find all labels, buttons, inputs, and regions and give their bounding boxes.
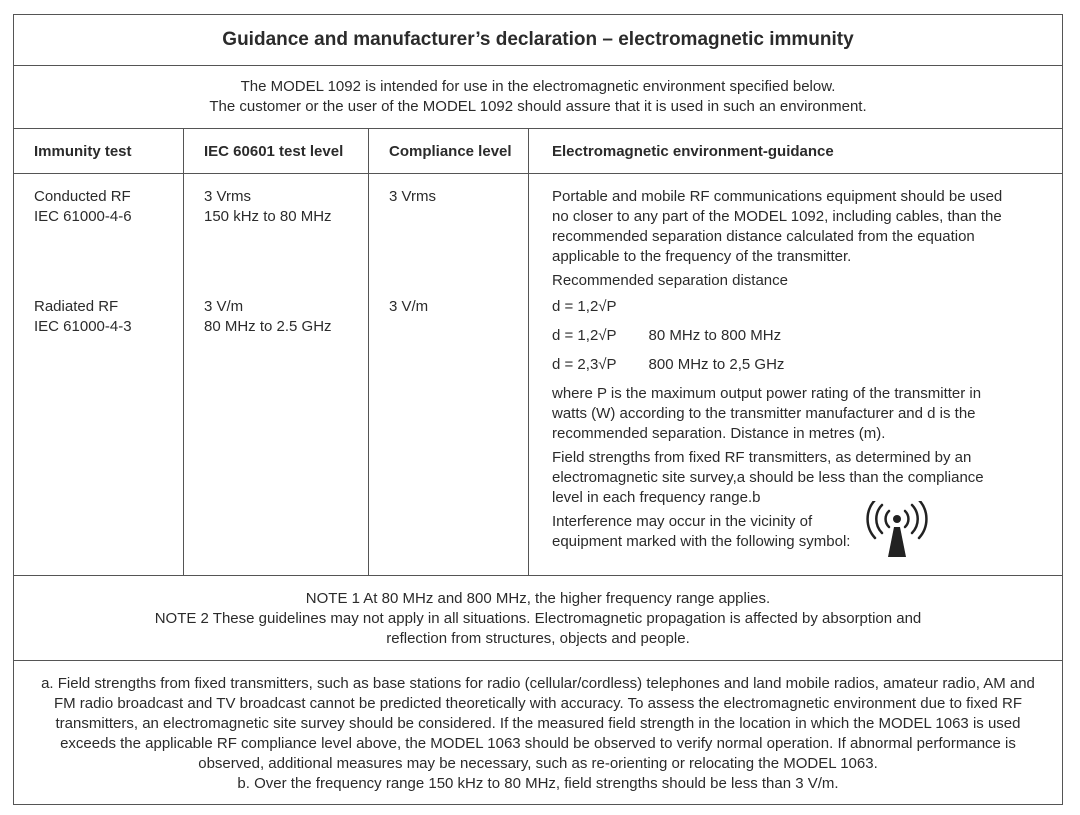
test-name: Conducted RF [34,188,131,205]
line: electromagnetic site survey,a should be … [552,469,984,486]
equation-range: 80 MHz to 800 MHz [648,327,782,344]
test-range: 80 MHz to 2.5 GHz [204,318,332,335]
line: recommended separation. Distance in metr… [552,425,886,442]
line: recommended separation distance calculat… [552,228,975,245]
test-level: 3 V/m [204,298,244,315]
guidance-paragraph: where P is the maximum output power rati… [552,384,1062,444]
test-standard: IEC 61000-4-3 [34,318,132,335]
header-guidance: Electromagnetic environment-guidance [552,142,834,160]
equation: d = 1,2√P 80 MHz to 800 MHz [552,326,1062,346]
line: where P is the maximum output power rati… [552,385,982,402]
footnote-line: b. Over the frequency range 150 kHz to 8… [237,775,839,792]
header-row: Immunity test IEC 60601 test level Compl… [14,129,1062,174]
compliance-level: 3 V/m [389,298,429,315]
line: applicable to the frequency of the trans… [552,248,852,265]
separation-label: Recommended separation distance [552,272,788,289]
equation-formula: d = 1,2√P [552,298,617,315]
immunity-test-cell: Conducted RF IEC 61000-4-6 Radiated RF I… [14,174,184,575]
guidance-paragraph: Interference may occur in the vicinity o… [552,512,1062,552]
test-name: Radiated RF [34,298,119,315]
guidance-paragraph: Portable and mobile RF communications eq… [552,187,1062,267]
footnotes-section: a. Field strengths from fixed transmitte… [14,661,1062,805]
line: level in each frequency range.b [552,489,761,506]
equation: d = 2,3√P 800 MHz to 2,5 GHz [552,355,1062,375]
intro-text: The MODEL 1092 is intended for use in th… [14,66,1062,129]
footnote-line: exceeds the applicable RF compliance lev… [60,735,1016,752]
note: NOTE 2 These guidelines may not apply in… [154,610,922,627]
line: no closer to any part of the MODEL 1092,… [552,208,1002,225]
emc-immunity-table: Guidance and manufacturer’s declaration … [13,14,1063,805]
table-row: Conducted RF IEC 61000-4-6 Radiated RF I… [14,174,1062,576]
test-standard: IEC 61000-4-6 [34,208,132,225]
line: Field strengths from fixed RF transmitte… [552,449,972,466]
equation-formula: d = 2,3√P [552,356,617,373]
intro-line: The customer or the user of the MODEL 10… [209,98,867,115]
line: Interference may occur in the vicinity o… [552,513,813,530]
equation: d = 1,2√P [552,297,1062,317]
equation-range: 800 MHz to 2,5 GHz [648,356,785,373]
note: NOTE 1 At 80 MHz and 800 MHz, the higher… [305,590,771,607]
line: watts (W) according to the transmitter m… [552,405,976,422]
guidance-cell: Portable and mobile RF communications eq… [529,174,1062,575]
footnote-line: FM radio broadcast and TV broadcast cann… [53,695,1022,712]
intro-line: The MODEL 1092 is intended for use in th… [240,78,836,95]
table-title: Guidance and manufacturer’s declaration … [14,15,1062,66]
line: equipment marked with the following symb… [552,533,851,550]
footnote-line: a. Field strengths from fixed transmitte… [41,675,1035,692]
header-immunity-test: Immunity test [14,129,184,173]
footnote-line: observed, additional measures may be nec… [198,755,878,772]
test-range: 150 kHz to 80 MHz [204,208,332,225]
footnote-line: transmitters, an electromagnetic site su… [55,715,1021,732]
compliance-level-cell: 3 Vrms 3 V/m [369,174,529,575]
equation-formula: d = 1,2√P [552,327,617,344]
compliance-level: 3 Vrms [389,188,436,205]
notes-section: NOTE 1 At 80 MHz and 800 MHz, the higher… [14,576,1062,661]
line: Portable and mobile RF communications eq… [552,188,1003,205]
note: reflection from structures, objects and … [386,630,690,647]
guidance-paragraph: Field strengths from fixed RF transmitte… [552,448,1062,508]
non-ionizing-radiation-icon [866,501,928,557]
test-level: 3 Vrms [204,188,251,205]
header-compliance-level: Compliance level [369,129,529,173]
test-level-cell: 3 Vrms 150 kHz to 80 MHz 3 V/m 80 MHz to… [184,174,369,575]
header-test-level: IEC 60601 test level [184,129,369,173]
